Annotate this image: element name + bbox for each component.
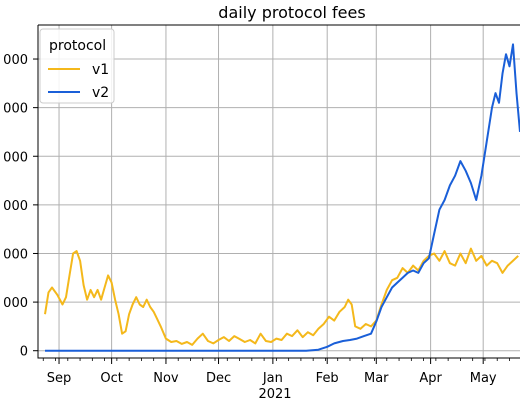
y-tick-label: 0 (20, 345, 28, 360)
y-tick-label: 000 (3, 53, 28, 68)
y-tick-label: 000 (3, 102, 28, 117)
legend-box (39, 28, 115, 104)
series-layer (44, 43, 520, 352)
x-year-label: 2021 (258, 387, 291, 400)
y-tick-label: 000 (3, 150, 28, 165)
x-tick-label: Mar (364, 371, 389, 386)
legend-label-v1: v1 (92, 62, 109, 78)
y-tick-label: 000 (3, 199, 28, 214)
x-tick-label: Dec (206, 371, 231, 386)
y-tick-label: 000 (3, 247, 28, 262)
y-tick-label: 000 (3, 296, 28, 311)
x-tick-label: Jan (262, 371, 283, 386)
x-tick-label: Sep (47, 371, 72, 386)
x-tick-label: Oct (100, 371, 122, 386)
legend-title: protocol (49, 38, 106, 54)
axes-spine (37, 25, 520, 359)
x-tick-label: May (470, 371, 497, 386)
legend-label-v2: v2 (92, 85, 109, 101)
x-tick-label: Feb (316, 371, 339, 386)
chart-title: daily protocol fees (218, 3, 365, 22)
series-line-v1 (44, 247, 519, 346)
x-tick-label: Nov (153, 371, 179, 386)
grid-layer (38, 25, 520, 358)
legend: protocol v1 v2 (39, 28, 115, 104)
series-line-v2 (45, 43, 520, 352)
x-tick-label: Apr (419, 371, 442, 386)
